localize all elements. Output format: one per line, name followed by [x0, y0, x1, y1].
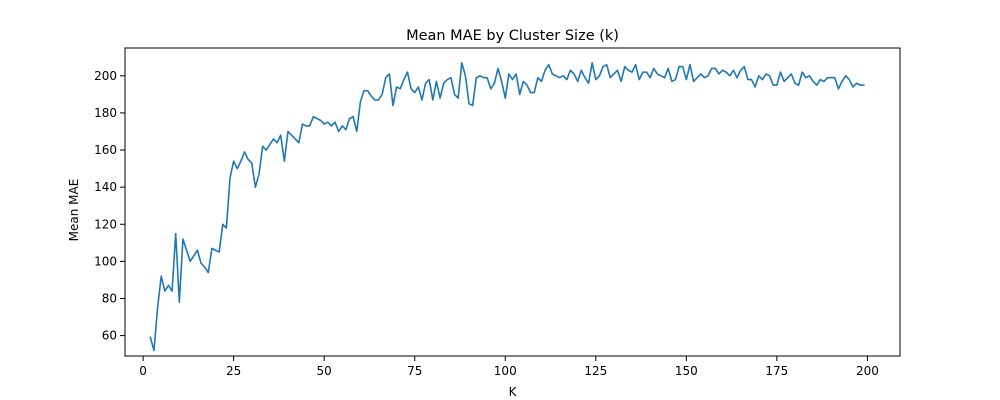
x-tick-label: 0 — [139, 364, 147, 378]
y-tick-label: 100 — [94, 254, 117, 268]
y-axis-label: Mean MAE — [67, 179, 81, 242]
x-tick-label: 125 — [584, 364, 607, 378]
y-axis-ticks: 60 80 100 120 140 160 180 200 — [94, 69, 125, 343]
x-tick-label: 150 — [675, 364, 698, 378]
x-tick-label: 175 — [765, 364, 788, 378]
chart-title: Mean MAE by Cluster Size (k) — [406, 28, 619, 44]
y-tick-label: 200 — [94, 69, 117, 83]
series-layer — [149, 62, 865, 352]
plot-frame — [124, 47, 901, 357]
series-line — [149, 62, 865, 352]
x-tick-label: 100 — [494, 364, 517, 378]
x-tick-label: 75 — [407, 364, 422, 378]
y-tick-label: 180 — [94, 106, 117, 120]
y-tick-label: 120 — [94, 217, 117, 231]
x-axis-label: K — [509, 385, 518, 399]
x-tick-label: 25 — [226, 364, 241, 378]
x-axis-ticks: 0 25 50 75 100 125 150 175 200 — [139, 356, 879, 378]
y-tick-label: 60 — [102, 329, 117, 343]
y-tick-label: 140 — [94, 180, 117, 194]
x-tick-label: 50 — [317, 364, 332, 378]
y-tick-label: 80 — [102, 291, 117, 305]
y-tick-label: 160 — [94, 143, 117, 157]
x-tick-label: 200 — [856, 364, 879, 378]
